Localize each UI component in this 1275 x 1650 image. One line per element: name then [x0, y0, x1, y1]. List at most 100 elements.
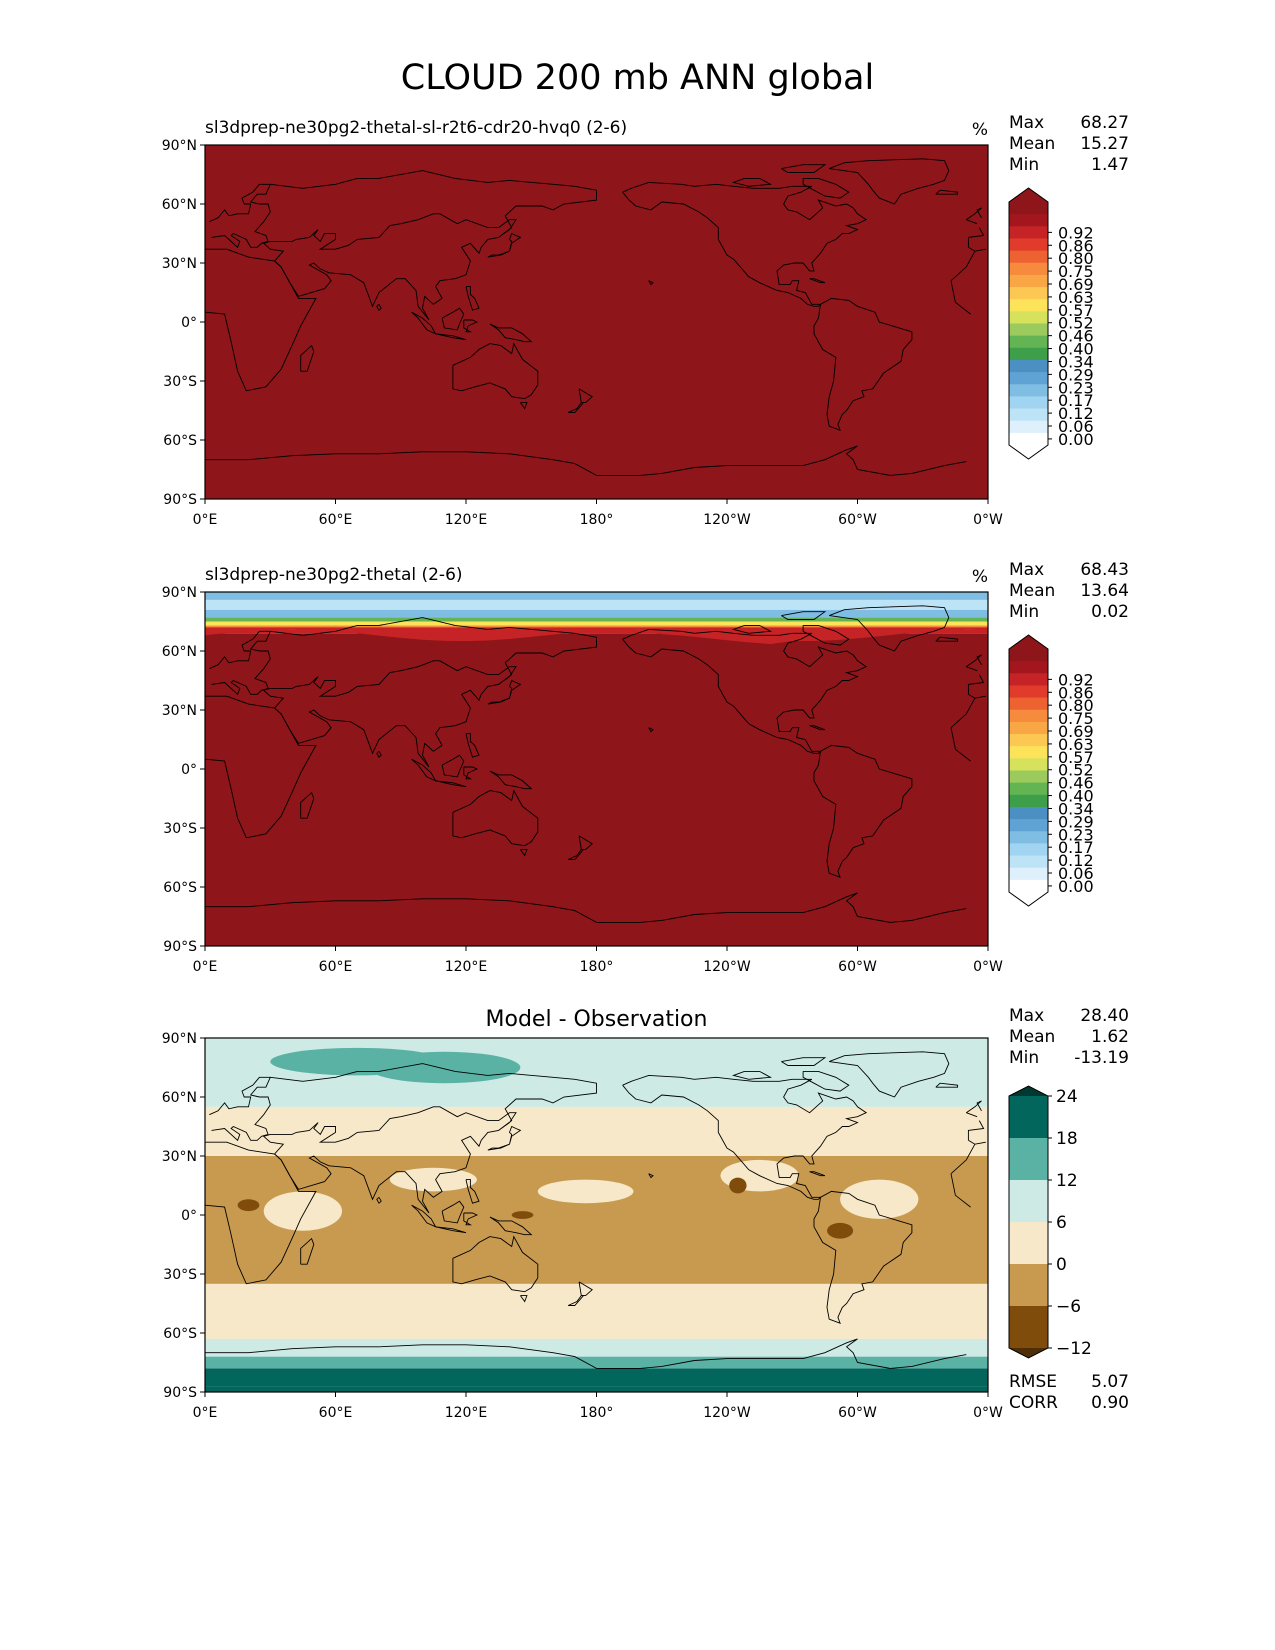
lat-tick-label: 90°N [162, 585, 197, 601]
field-band [205, 633, 988, 946]
lat-tick-label: 0° [181, 1208, 197, 1224]
coastline [966, 1112, 978, 1118]
lat-tick-label: 30°N [162, 256, 197, 272]
lat-tick-label: 60°S [163, 433, 197, 449]
lon-tick-label: 120°W [703, 959, 751, 975]
colorbar-tick-label: −12 [1056, 1339, 1092, 1359]
colorbar-tick-label: 0.29 [1058, 812, 1094, 831]
lon-tick-label: 180° [580, 959, 614, 975]
colorbar-tick-label: 0.80 [1058, 696, 1094, 715]
colorbar-segment [1009, 794, 1048, 808]
colorbar-tick-label: 24 [1056, 1087, 1078, 1107]
coastline [950, 727, 971, 762]
coastline [452, 789, 539, 847]
colorbar-segment [1009, 734, 1048, 747]
coastline [622, 628, 868, 754]
coastline [809, 1171, 826, 1177]
panel-subtitle: sl3dprep-ne30pg2-thetal (2-6) [205, 565, 463, 585]
lat-tick-label: 90°N [162, 138, 197, 154]
colorbar-tick-label: 0.57 [1058, 748, 1094, 767]
coastline [950, 280, 971, 315]
coastline [489, 323, 533, 343]
coastline [520, 402, 528, 410]
colorbar-extend-min [1009, 892, 1048, 906]
colorbar-tick-label: 0.63 [1058, 735, 1094, 754]
colorbar-segment [1009, 855, 1048, 869]
stat-label: Min [1009, 602, 1039, 622]
coastline [829, 158, 950, 205]
coastline [205, 248, 317, 392]
coastline [209, 1076, 271, 1142]
panel-title: Model - Observation [486, 1007, 708, 1032]
colorbar-extend-max [1009, 1086, 1048, 1096]
colorbar-segment [1009, 867, 1048, 881]
colorbar-tick-label: 0.40 [1058, 787, 1094, 806]
colorbar-segment [1009, 661, 1048, 674]
coastline [452, 1235, 539, 1293]
stat-label: Min [1009, 1048, 1039, 1068]
colorbar-tick-label: 0.34 [1058, 799, 1094, 818]
coastlines [205, 1051, 986, 1369]
colorbar-tick-label: 0.06 [1058, 864, 1094, 883]
field-band [205, 145, 988, 499]
field-patch [537, 1179, 634, 1204]
coastline [463, 319, 478, 333]
coastline [596, 1338, 967, 1369]
map-field-2 [205, 592, 988, 946]
colorbar-segment [1009, 202, 1048, 215]
coastline [966, 1100, 982, 1114]
colorbar-tick-label: 0.69 [1058, 275, 1094, 294]
colorbar-segment [1009, 408, 1048, 422]
lon-tick-label: 180° [580, 1405, 614, 1421]
colorbar-tick-label: 0.57 [1058, 301, 1094, 320]
coastline [568, 402, 585, 413]
lat-tick-label: 0° [181, 315, 197, 331]
colorbar-tick-label: 0.69 [1058, 722, 1094, 741]
field-patch [840, 1179, 919, 1219]
field-band [205, 1356, 988, 1369]
field-band [205, 599, 988, 610]
coastline [809, 278, 826, 284]
colorbar-tick-label: 0.23 [1058, 378, 1094, 397]
colorbar-segment [1009, 758, 1048, 771]
field-patch [368, 1051, 521, 1084]
coastline [968, 1139, 986, 1145]
colorbar-tick-label: 0.75 [1058, 709, 1094, 728]
stat-label: Max [1009, 560, 1044, 580]
coastline [489, 770, 533, 790]
figure-title: CLOUD 200 mb ANN global [400, 58, 875, 98]
coastline [802, 177, 850, 199]
colorbar-segment [1009, 831, 1048, 844]
coastline [648, 727, 654, 733]
colorbar-segment [1009, 721, 1048, 735]
lon-tick-label: 120°E [445, 959, 488, 975]
colorbar-segment [1009, 709, 1048, 723]
lat-tick-label: 30°S [163, 821, 197, 837]
coastline [578, 1281, 593, 1297]
colorbar-tick-label: 0.52 [1058, 761, 1094, 780]
colorbar-tick-label: 0.75 [1058, 262, 1094, 281]
stat-value: 15.27 [1080, 134, 1129, 154]
coastline [487, 1125, 522, 1151]
colorbar-tick-label: 0.46 [1058, 774, 1094, 793]
coastline [300, 791, 315, 819]
stat-value: 1.47 [1091, 155, 1129, 175]
coastline [568, 1295, 585, 1306]
coastline [520, 1295, 528, 1303]
colorbar-tick-label: 0.40 [1058, 340, 1094, 359]
stat-label: Min [1009, 155, 1039, 175]
coastline [465, 733, 480, 758]
lat-tick-label: 90°S [163, 939, 197, 955]
colorbar-tick-label: 0.00 [1058, 430, 1094, 449]
lon-tick-label: 0°E [193, 512, 218, 528]
colorbar-tick-label: 0.34 [1058, 352, 1094, 371]
colorbar-segment [1009, 1180, 1048, 1223]
colorbar-segment [1009, 347, 1048, 361]
coastline [829, 1051, 950, 1098]
coastline [967, 227, 985, 248]
coastline [781, 611, 827, 620]
coastline [622, 181, 868, 307]
lon-tick-label: 60°E [319, 512, 353, 528]
colorbar-tick-label: 0.86 [1058, 683, 1094, 702]
colorbar-segment [1009, 432, 1048, 446]
